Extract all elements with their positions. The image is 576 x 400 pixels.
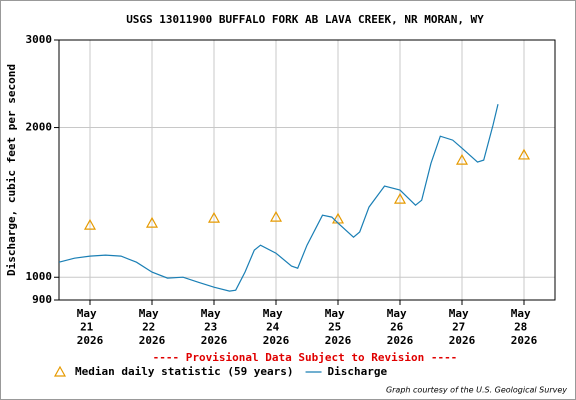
annotation: ---- Provisional Data Subject to Revisio…	[153, 351, 458, 364]
x-tick-label: May 27 2026	[449, 307, 476, 347]
credit: Graph courtesy of the U.S. Geological Su…	[386, 386, 567, 395]
legend-label: Discharge	[328, 365, 388, 378]
y-tick-label: 3000	[26, 33, 53, 46]
x-tick-label: May 26 2026	[387, 307, 414, 347]
median-marker	[83, 218, 97, 230]
y-axis-label: Discharge, cubic feet per second	[5, 64, 18, 276]
legend-marker	[53, 365, 67, 377]
discharge-line	[58, 104, 499, 292]
median-marker	[207, 211, 221, 223]
median-marker	[455, 153, 469, 165]
y-tick-label: 1000	[26, 270, 53, 283]
x-tick-label: May 23 2026	[201, 307, 228, 347]
x-tick-label: May 24 2026	[263, 307, 290, 347]
plot-border	[58, 39, 556, 301]
plot-area	[59, 40, 555, 300]
median-marker	[269, 210, 283, 222]
chart-title: USGS 13011900 BUFFALO FORK AB LAVA CREEK…	[126, 13, 484, 26]
legend-label: Median daily statistic (59 years)	[75, 365, 294, 378]
x-tick-label: May 28 2026	[511, 307, 538, 347]
x-tick-label: May 22 2026	[139, 307, 166, 347]
y-tick-label: 2000	[26, 121, 53, 134]
median-marker	[517, 148, 531, 160]
median-marker	[145, 216, 159, 228]
y-tick-label: 900	[32, 293, 52, 306]
x-tick-label: May 25 2026	[325, 307, 352, 347]
median-marker	[393, 192, 407, 204]
x-tick-label: May 21 2026	[77, 307, 104, 347]
